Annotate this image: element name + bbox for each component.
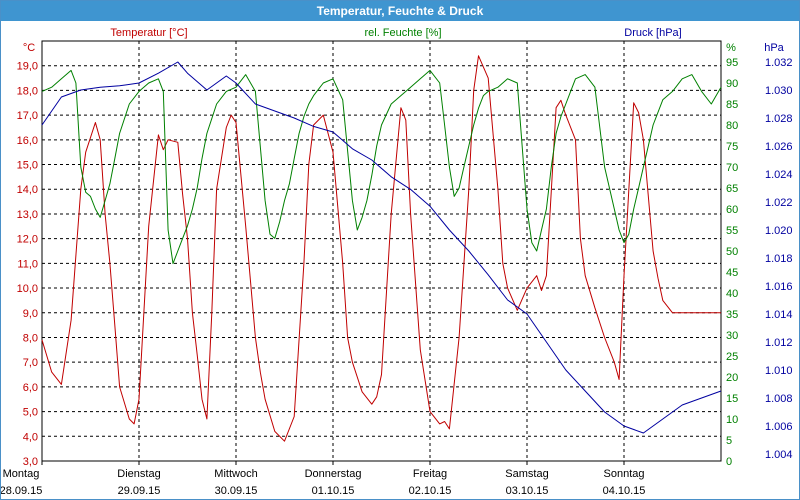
humidity-tick-label: 90 — [726, 78, 738, 90]
x-tick-day-label: Dienstag — [117, 468, 160, 480]
x-tick-day-label: Montag — [3, 468, 40, 480]
x-tick-date-label: 04.10.15 — [603, 485, 646, 497]
x-tick-date-label: 30.09.15 — [215, 485, 258, 497]
pressure-tick-label: 1.030 — [765, 85, 793, 97]
temperature-tick-label: 16,0 — [17, 135, 38, 147]
temperature-tick-label: 11,0 — [17, 258, 38, 270]
humidity-tick-label: 70 — [726, 162, 738, 174]
humidity-tick-label: 45 — [726, 267, 738, 279]
x-tick-date-label: 01.10.15 — [312, 485, 355, 497]
chart-title: Temperatur, Feuchte & Druck — [1, 1, 799, 21]
x-tick-date-label: 29.09.15 — [118, 485, 161, 497]
tick-labels: 19,0 18,0 17,0 16,0 15,0 14,0 13,0 12,0 11,0 10,0… — [1, 57, 793, 497]
humidity-tick-label: 20 — [726, 372, 738, 384]
pressure-axis-unit: hPa — [764, 42, 784, 54]
humidity-axis-title: rel. Feuchte [%] — [364, 27, 441, 39]
pressure-tick-label: 1.018 — [765, 253, 793, 265]
pressure-tick-label: 1.006 — [765, 421, 793, 433]
temperature-tick-label: 19,0 — [17, 61, 38, 73]
humidity-tick-label: 75 — [726, 141, 738, 153]
pressure-tick-label: 1.012 — [765, 337, 793, 349]
humidity-tick-label: 40 — [726, 288, 738, 300]
humidity-tick-label: 80 — [726, 120, 738, 132]
humidity-tick-label: 65 — [726, 183, 738, 195]
temperature-axis-title: Temperatur [°C] — [110, 27, 187, 39]
humidity-series-line — [41, 69, 722, 265]
temperature-tick-label: 3,0 — [23, 456, 38, 468]
temperature-tick-label: 15,0 — [17, 160, 38, 172]
humidity-tick-label: 60 — [726, 204, 738, 216]
pressure-tick-label: 1.010 — [765, 365, 793, 377]
humidity-tick-label: 15 — [726, 393, 738, 405]
pressure-tick-label: 1.028 — [765, 113, 793, 125]
temperature-tick-label: 4,0 — [23, 431, 38, 443]
temperature-tick-label: 9,0 — [23, 308, 38, 320]
x-tick-date-label: 02.10.15 — [409, 485, 452, 497]
humidity-tick-label: 25 — [726, 351, 738, 363]
pressure-tick-label: 1.026 — [765, 141, 793, 153]
pressure-tick-label: 1.016 — [765, 281, 793, 293]
temperature-tick-label: 8,0 — [23, 332, 38, 344]
temperature-tick-label: 6,0 — [23, 382, 38, 394]
series-lines — [41, 55, 722, 442]
pressure-tick-label: 1.022 — [765, 197, 793, 209]
temperature-tick-label: 17,0 — [17, 110, 38, 122]
temperature-series-line — [41, 55, 721, 442]
pressure-tick-label: 1.032 — [765, 57, 793, 69]
humidity-tick-label: 0 — [726, 456, 732, 468]
x-tick-day-label: Sonntag — [604, 468, 645, 480]
temperature-tick-label: 10,0 — [17, 283, 38, 295]
x-tick-day-label: Samstag — [505, 468, 548, 480]
temperature-tick-label: 5,0 — [23, 407, 38, 419]
humidity-tick-label: 5 — [726, 435, 732, 447]
x-tick-day-label: Donnerstag — [305, 468, 362, 480]
pressure-series-line — [41, 61, 722, 434]
pressure-tick-label: 1.020 — [765, 225, 793, 237]
x-tick-day-label: Freitag — [413, 468, 447, 480]
pressure-tick-label: 1.004 — [765, 449, 793, 461]
temperature-tick-label: 7,0 — [23, 357, 38, 369]
pressure-tick-label: 1.024 — [765, 169, 793, 181]
temperature-tick-label: 14,0 — [17, 184, 38, 196]
temperature-axis-unit: °C — [23, 42, 35, 54]
pressure-tick-label: 1.008 — [765, 393, 793, 405]
humidity-tick-label: 95 — [726, 57, 738, 69]
temperature-tick-label: 18,0 — [17, 85, 38, 97]
temperature-tick-label: 12,0 — [17, 234, 38, 246]
humidity-tick-label: 50 — [726, 246, 738, 258]
plot-area — [41, 40, 722, 462]
humidity-tick-label: 30 — [726, 330, 738, 342]
x-tick-day-label: Mittwoch — [214, 468, 257, 480]
temperature-tick-label: 13,0 — [17, 209, 38, 221]
humidity-tick-label: 85 — [726, 99, 738, 111]
x-tick-date-label: 03.10.15 — [506, 485, 549, 497]
humidity-tick-label: 55 — [726, 225, 738, 237]
x-tick-date-label: 28.09.15 — [1, 485, 42, 497]
humidity-tick-label: 10 — [726, 414, 738, 426]
humidity-tick-label: 35 — [726, 309, 738, 321]
humidity-axis-unit: % — [726, 42, 736, 54]
pressure-tick-label: 1.014 — [765, 309, 793, 321]
pressure-axis-title: Druck [hPa] — [624, 27, 681, 39]
